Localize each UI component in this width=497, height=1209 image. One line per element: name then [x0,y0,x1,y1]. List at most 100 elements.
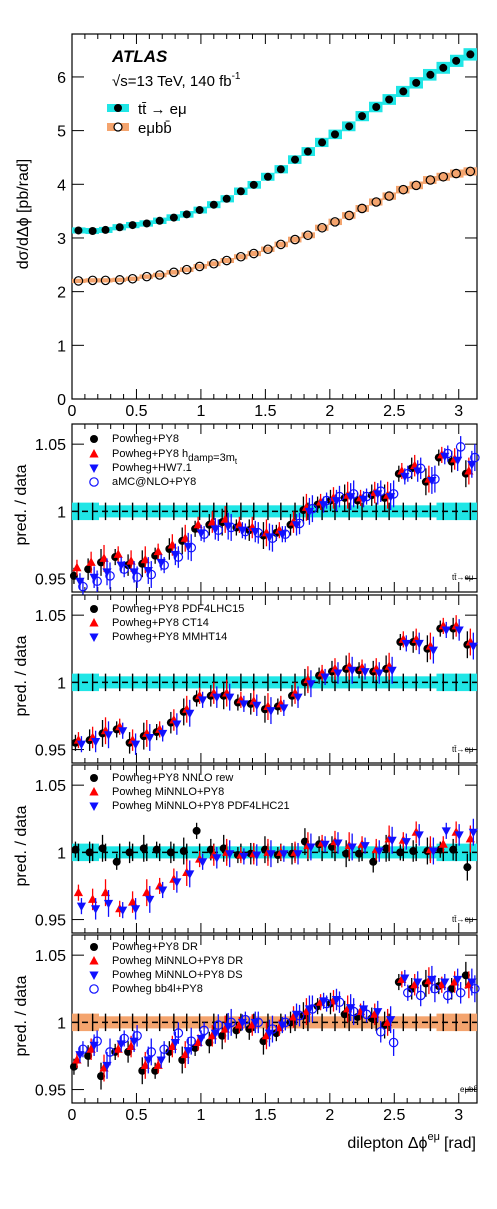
ratio-1-point-3 [415,463,426,474]
ratio-3-point-2 [401,838,411,847]
panel-4-xtick-label: 3 [454,1107,463,1124]
ratio-4-legend-0: Powheg+PY8 DR [112,941,198,953]
ratio-3-point-2 [347,843,357,852]
ratio-3-point-0 [166,848,175,857]
ratio-1-legend-marker-2 [89,464,99,473]
ratio-2-point-2 [347,666,357,676]
ratio-4-point-1 [99,1063,109,1072]
main-point-1 [194,261,205,272]
main-point-1 [276,239,286,250]
ratio-4-point-1 [167,1041,177,1051]
ratio-4-point-2 [89,1041,99,1051]
main-band-1 [382,192,396,200]
main-point-1 [303,230,313,241]
ratio-4-legend: Powheg+PY8 DR Powheg MiNNLO+PY8 DR Powhe… [112,941,243,995]
ratio-1-point-0 [84,565,93,574]
ratio-1-legend-1-post: =3m [213,452,235,464]
ratio-3-point-2 [428,847,438,857]
ratio-1-point-3 [334,491,345,502]
ratio-1-point-2 [75,577,85,587]
main-band-1 [423,176,437,184]
ratio-4-point-2 [386,1016,396,1025]
panel-2-ytick-label: 1.05 [35,608,66,625]
ratio-panel-1-labels: pred. / data Powheg+PY8 Powheg+PY8 hdamp… [13,433,474,582]
panel-3-ytick-label: 0.95 [35,913,66,930]
panel-3-ytick-label: 1.05 [35,778,66,795]
ratio-4-point-2 [427,975,437,985]
main-band-1 [85,278,99,283]
ratio-4-legend-3: Powheg bb4l+PY8 [112,983,203,995]
ratio-4-point-2 [183,1047,193,1056]
ratio-3-point-2 [360,842,370,851]
ratio-3-legend-1: Powheg MiNNLO+PY8 [112,786,224,798]
ratio-2-point-2 [185,709,195,719]
ratio-1-point-2 [237,526,247,536]
ratio-3-point-0 [463,863,472,872]
ratio-4-point-0 [461,971,470,980]
ratio-1-point-3 [253,528,264,538]
ratio-4-point-3 [403,987,413,998]
panel-4-axes: 0 0.5 1 1.5 2 2.5 3 0.95 1 1.05 [35,934,478,1124]
ratio-1-point-3 [321,495,332,506]
ratio-2-legend-0: Powheg+PY8 PDF4LHC15 [112,603,244,615]
panel-0-ytick-label: 0 [57,392,66,409]
panel-4-xtick-label: 0.5 [125,1107,147,1124]
ratio-1-point-2 [223,522,233,532]
ratio-3-point-2 [212,854,222,863]
ratio-4-point-2 [170,1039,180,1048]
ratio-2-point-2 [414,639,424,649]
ratio-1-point-2 [427,476,437,486]
main-point-0 [128,221,137,230]
ratio-4-point-2 [440,978,450,988]
ratio-3-point-0 [206,845,215,854]
ratio-3-point-0 [98,844,107,853]
main-band-1 [409,181,423,190]
main-band-1 [139,274,153,279]
main-band-1 [315,224,329,231]
ratio-4-point-2 [304,1005,315,1014]
ratio-1-point-2 [210,525,220,534]
ratio-2-point-2 [441,626,451,635]
ratio-3-legend-marker-2 [89,802,99,811]
ratio-2-point-2 [333,669,343,678]
ratio-1-legend-0: Powheg+PY8 [112,433,179,445]
ratio-1-point-3 [280,529,291,540]
ratio-2-point-2 [320,673,330,682]
main-point-1 [344,210,354,221]
x-axis-label: dilepton Δϕeμ [rad] [347,1131,476,1152]
plot-layer: 0 0.5 1 1.5 2 2.5 3 0 1 2 3 4 5 6 0.95 1 1.05 0.95 1 1.05 0.… [35,33,480,1124]
ratio-3-point-2 [145,895,155,905]
ratio-2-point-2 [225,693,235,703]
ratio-1-point-1 [126,556,136,565]
ratio-4-point-2 [373,1008,383,1017]
ratio-3-point-2 [118,906,128,916]
ratio-4-point-2 [291,1010,302,1020]
ratio-1-point-1 [86,557,96,566]
ratio-4-point-3 [146,1047,157,1057]
main-point-0 [303,147,312,156]
ratio-3-point-0 [71,845,80,854]
main-point-0 [330,130,339,139]
ratio-1-point-2 [453,456,463,466]
main-point-0 [399,87,408,96]
main-point-1 [330,217,340,227]
ratio-3-point-0 [382,844,391,853]
ratio-3-point-0 [449,845,458,854]
ratio-3-point-0 [355,849,364,858]
ratio-1-point-3 [240,526,251,537]
ratio-4-point-1 [261,1030,272,1040]
x-axis-label-unit: [rad] [444,1135,476,1152]
ratio-4-point-3 [92,1036,102,1046]
main-band-1 [99,278,113,283]
ratio-2-ylabel: pred. / data [13,635,30,716]
ratio-2-point-2 [145,733,155,743]
ratio-2-legend-marker-2 [89,633,99,642]
main-point-0 [209,200,218,209]
ratio-1-point-2 [129,568,139,577]
ratio-3-point-2 [333,839,343,848]
main-point-1 [141,271,152,282]
ratio-1-point-2 [318,501,329,510]
ratio-4-point-3 [361,1009,372,1020]
panel-2-ytick-label: 1 [57,675,66,692]
main-point-0 [182,210,191,219]
